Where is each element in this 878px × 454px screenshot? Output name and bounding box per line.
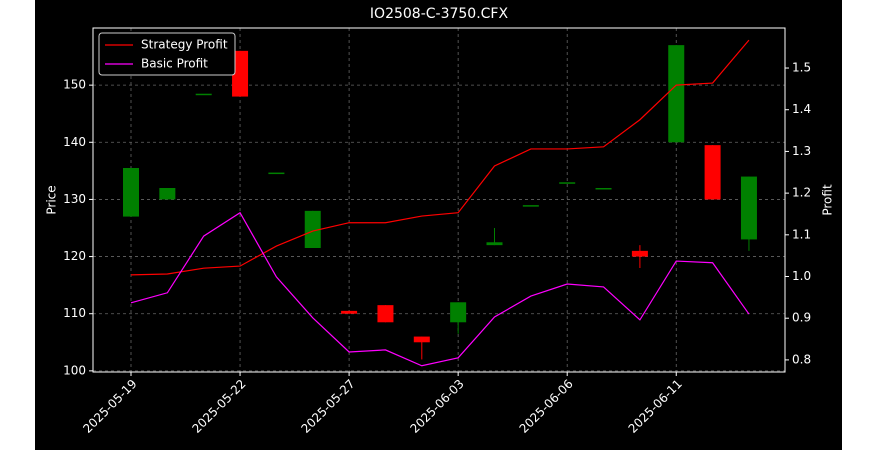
axes-frame bbox=[92, 27, 786, 373]
y-axis-label: Price bbox=[45, 185, 59, 214]
y2-tick-label: 1.1 bbox=[792, 227, 811, 241]
legend-label: Strategy Profit bbox=[141, 38, 228, 52]
y-tick-label: 110 bbox=[63, 306, 86, 320]
candle-body bbox=[159, 188, 176, 200]
profit-line bbox=[130, 39, 750, 276]
candle-body bbox=[595, 188, 612, 190]
y-tick-label: 130 bbox=[63, 192, 86, 206]
y2-tick-label: 0.9 bbox=[792, 311, 811, 325]
candle-body bbox=[377, 305, 394, 323]
y-tick-label: 120 bbox=[63, 249, 86, 263]
chart-title: IO2508-C-3750.CFX bbox=[370, 6, 509, 22]
candle-body bbox=[195, 93, 212, 96]
candle-body bbox=[123, 168, 139, 217]
y2-tick-label: 1.4 bbox=[792, 102, 811, 116]
y2-tick-label: 1.3 bbox=[792, 144, 811, 158]
candle-body bbox=[559, 182, 576, 184]
candle-body bbox=[268, 172, 285, 175]
y2-tick-label: 1.5 bbox=[792, 61, 811, 75]
candle-body bbox=[304, 210, 321, 248]
candle-body bbox=[704, 145, 721, 200]
candle-body bbox=[413, 336, 430, 343]
y2-axis-label: Profit bbox=[821, 184, 835, 216]
y-tick-label: 140 bbox=[63, 135, 86, 149]
candle-body bbox=[522, 205, 539, 207]
y2-tick-label: 1.0 bbox=[792, 269, 811, 283]
y-tick-label: 100 bbox=[63, 363, 86, 377]
y2-tick-label: 0.8 bbox=[792, 352, 811, 366]
candle-body bbox=[450, 302, 467, 323]
candle-body bbox=[740, 176, 757, 240]
candle-body bbox=[486, 242, 503, 246]
profit-line bbox=[130, 211, 750, 367]
y-tick-label: 150 bbox=[63, 78, 86, 92]
legend-label: Basic Profit bbox=[141, 57, 208, 71]
candle-body bbox=[668, 45, 685, 143]
candle-body bbox=[341, 310, 358, 314]
candle-body bbox=[232, 50, 249, 97]
candle-body bbox=[631, 250, 648, 257]
y2-tick-label: 1.2 bbox=[792, 186, 811, 200]
